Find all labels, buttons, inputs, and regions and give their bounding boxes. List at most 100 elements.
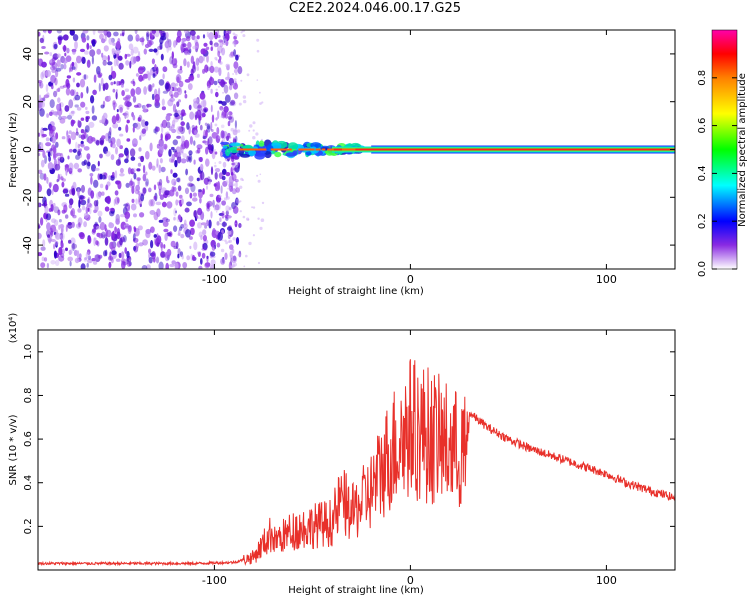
noise-dot [232, 237, 236, 241]
noise-dot [235, 222, 237, 225]
noise-blob [68, 112, 75, 117]
noise-blob [123, 203, 129, 207]
noise-dot [214, 123, 218, 127]
noise-blob [46, 222, 51, 231]
noise-blob [179, 194, 183, 199]
noise-blob [139, 212, 145, 218]
noise-blob [199, 124, 203, 131]
noise-blob [50, 65, 56, 71]
noise-blob [77, 119, 80, 128]
noise-blob [204, 224, 208, 229]
noise-blob [151, 58, 155, 65]
noise-dot [215, 88, 218, 92]
noise-blob [227, 115, 233, 120]
signal-blob [274, 151, 282, 158]
noise-blob [137, 225, 143, 231]
noise-dot [219, 223, 222, 225]
noise-blob [118, 126, 122, 131]
noise-blob [215, 117, 218, 121]
bottom-y-axis-label: SNR (10 * v/v) [8, 414, 19, 485]
noise-blob [111, 50, 117, 56]
bottom-x-ticks: -100 0 100 [202, 330, 617, 587]
noise-blob [67, 222, 72, 226]
noise-blob [61, 136, 66, 140]
noise-blob [97, 30, 104, 34]
noise-blob [55, 141, 59, 148]
noise-dot [228, 207, 232, 211]
noise-blob [158, 261, 164, 269]
noise-blob [44, 155, 47, 164]
noise-dot [237, 253, 241, 257]
noise-blob [204, 64, 209, 73]
noise-blob [46, 113, 49, 118]
noise-blob [202, 99, 207, 108]
noise-blob [225, 205, 230, 212]
noise-blob [188, 236, 193, 240]
noise-blob [45, 213, 52, 221]
noise-blob [176, 76, 180, 83]
noise-blob [99, 153, 103, 159]
noise-blob [186, 155, 190, 163]
bottom-y-scale-note: (x10⁴) [8, 313, 19, 344]
noise-blob [111, 143, 116, 149]
signal-blob [225, 148, 231, 157]
noise-blob [39, 108, 45, 117]
noise-blob [132, 114, 136, 121]
noise-blob [132, 167, 137, 173]
noise-blob [156, 158, 159, 167]
noise-blob [86, 59, 91, 68]
noise-dot [247, 218, 250, 221]
noise-blob [180, 158, 187, 164]
noise-dot [214, 149, 216, 151]
noise-dot [217, 85, 220, 88]
noise-blob [219, 217, 222, 222]
noise-blob [165, 114, 171, 122]
noise-blob [141, 38, 144, 46]
noise-blob [234, 120, 237, 129]
noise-blob [70, 110, 75, 114]
noise-blob [196, 109, 202, 119]
signal-blob [228, 146, 240, 153]
noise-blob [158, 164, 162, 174]
noise-blob [41, 46, 46, 49]
noise-blob [40, 217, 44, 226]
noise-blob [116, 197, 120, 204]
noise-blob [148, 257, 153, 264]
noise-blob [199, 197, 202, 204]
noise-blob [150, 226, 155, 233]
noise-blob [229, 250, 233, 259]
noise-blob [38, 152, 41, 157]
noise-blob [97, 160, 100, 167]
signal-core-fragment [255, 148, 261, 151]
noise-blob [94, 167, 100, 171]
noise-blob [214, 168, 221, 173]
noise-blob [235, 135, 238, 143]
signal-blob [238, 149, 244, 156]
noise-blob [202, 188, 205, 195]
noise-blob [129, 148, 136, 157]
noise-blob [132, 138, 138, 148]
noise-blob [168, 126, 173, 131]
noise-blob [98, 216, 102, 223]
noise-blob [164, 82, 169, 90]
noise-blob [103, 146, 108, 154]
noise-blob [42, 239, 46, 248]
noise-blob [146, 32, 150, 42]
noise-blob [63, 44, 67, 53]
bottom-y-tick-label: 1.0 [23, 344, 34, 360]
noise-blob [160, 36, 165, 40]
noise-blob [161, 119, 168, 129]
noise-blob [77, 150, 82, 156]
noise-blob [200, 163, 204, 171]
noise-blob [162, 220, 169, 227]
noise-blob [213, 183, 217, 187]
noise-dot [218, 79, 221, 82]
noise-dot [252, 234, 255, 237]
noise-blob [145, 228, 152, 235]
noise-blob [163, 228, 169, 233]
noise-blob [235, 54, 239, 61]
noise-blob [96, 66, 101, 75]
noise-blob [150, 199, 155, 207]
noise-blob [210, 211, 213, 219]
noise-blob [101, 115, 106, 124]
